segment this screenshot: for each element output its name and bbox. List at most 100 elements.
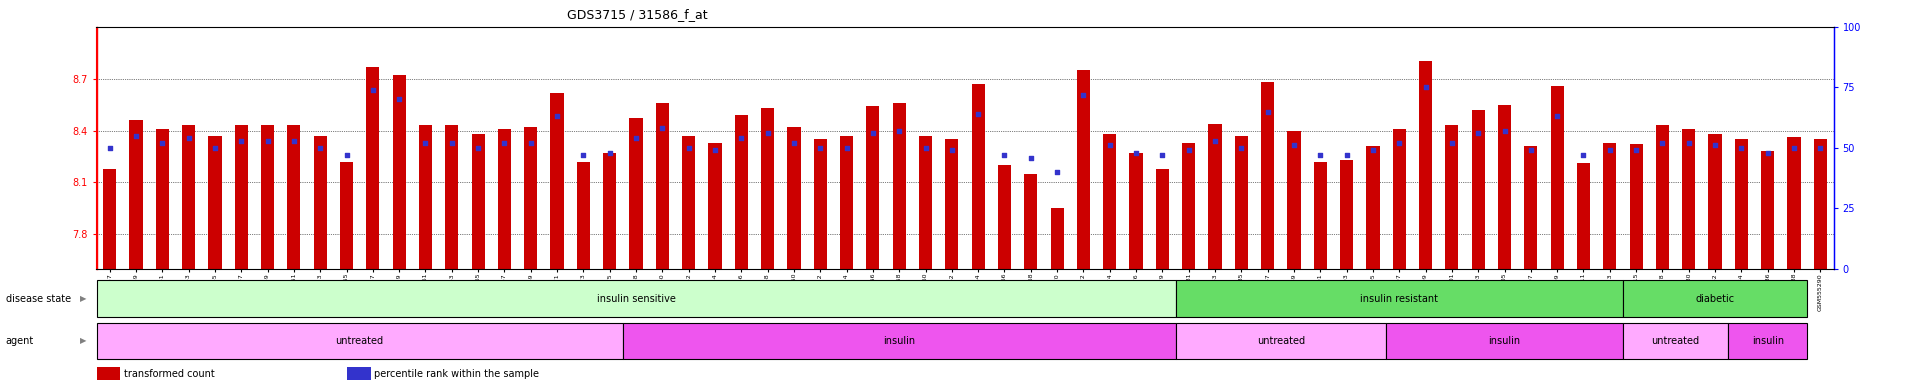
Point xyxy=(199,145,230,151)
Bar xyxy=(313,136,326,269)
Point xyxy=(936,147,967,153)
Point xyxy=(726,135,757,141)
Bar xyxy=(840,136,853,269)
Bar xyxy=(102,169,116,269)
Point xyxy=(515,140,546,146)
Point xyxy=(1567,152,1598,158)
Point xyxy=(1515,147,1546,153)
Bar xyxy=(602,153,616,269)
Bar xyxy=(1156,169,1170,269)
Point xyxy=(1463,130,1494,136)
Bar xyxy=(1604,143,1617,269)
Point xyxy=(753,130,784,136)
Point xyxy=(436,140,467,146)
Bar xyxy=(1577,164,1590,269)
Bar xyxy=(1104,134,1116,269)
Bar xyxy=(787,127,801,269)
Point xyxy=(857,130,888,136)
Bar xyxy=(96,323,623,359)
Point xyxy=(95,145,125,151)
Point xyxy=(147,140,178,146)
Point xyxy=(567,152,598,158)
Point xyxy=(1146,152,1177,158)
Point xyxy=(120,133,151,139)
Bar xyxy=(735,115,747,269)
Bar xyxy=(623,323,1175,359)
Bar xyxy=(1208,124,1222,269)
Bar xyxy=(1287,131,1301,269)
Text: untreated: untreated xyxy=(336,336,384,346)
Bar xyxy=(96,280,1175,317)
Bar xyxy=(1708,134,1722,269)
Bar xyxy=(1656,126,1669,269)
Bar xyxy=(1366,146,1380,269)
Bar xyxy=(1260,82,1274,269)
Point xyxy=(1226,145,1256,151)
Bar xyxy=(1339,160,1353,269)
Bar xyxy=(419,126,432,269)
Point xyxy=(463,145,494,151)
Bar xyxy=(1814,139,1828,269)
Text: percentile rank within the sample: percentile rank within the sample xyxy=(374,369,538,379)
Point xyxy=(278,137,309,144)
Point xyxy=(409,140,440,146)
Point xyxy=(226,137,257,144)
Bar xyxy=(1393,129,1405,269)
Text: agent: agent xyxy=(6,336,35,346)
Point xyxy=(1621,147,1652,153)
Point xyxy=(1042,169,1073,175)
Point xyxy=(778,140,809,146)
Bar xyxy=(1446,126,1459,269)
Point xyxy=(1805,145,1835,151)
Point xyxy=(1173,147,1204,153)
Bar xyxy=(1025,174,1038,269)
Bar xyxy=(708,143,722,269)
Point xyxy=(1490,128,1521,134)
Point xyxy=(1384,140,1415,146)
Point xyxy=(1646,140,1677,146)
Bar xyxy=(1129,153,1143,269)
Point xyxy=(1594,147,1625,153)
Bar xyxy=(1077,70,1090,269)
Bar xyxy=(340,162,353,269)
Bar xyxy=(681,136,695,269)
Bar xyxy=(946,139,959,269)
Point xyxy=(542,113,573,119)
Bar xyxy=(1181,143,1195,269)
Point xyxy=(1779,145,1810,151)
Bar xyxy=(208,136,222,269)
Point xyxy=(1278,142,1309,149)
Bar xyxy=(971,84,984,269)
Point xyxy=(963,111,994,117)
Point xyxy=(253,137,284,144)
Point xyxy=(911,145,942,151)
Bar xyxy=(1498,105,1511,269)
Text: ▶: ▶ xyxy=(81,336,87,345)
Point xyxy=(1305,152,1336,158)
Bar xyxy=(1550,86,1563,269)
Bar xyxy=(1762,151,1774,269)
Bar xyxy=(1623,280,1806,317)
Point xyxy=(332,152,363,158)
Point xyxy=(621,135,652,141)
Bar xyxy=(498,129,511,269)
Point xyxy=(1725,145,1756,151)
Text: insulin: insulin xyxy=(1752,336,1783,346)
Bar xyxy=(471,134,484,269)
Point xyxy=(805,145,836,151)
Bar xyxy=(1314,162,1328,269)
Bar xyxy=(525,127,537,269)
Bar xyxy=(288,126,301,269)
Point xyxy=(674,145,704,151)
Point xyxy=(988,152,1019,158)
Point xyxy=(357,87,388,93)
Text: GDS3715 / 31586_f_at: GDS3715 / 31586_f_at xyxy=(567,8,706,21)
Bar xyxy=(1419,61,1432,269)
Bar xyxy=(1683,129,1695,269)
Bar xyxy=(656,103,670,269)
Point xyxy=(594,150,625,156)
Bar xyxy=(577,162,591,269)
Bar xyxy=(181,126,195,269)
Point xyxy=(384,96,415,103)
Bar xyxy=(867,106,880,269)
